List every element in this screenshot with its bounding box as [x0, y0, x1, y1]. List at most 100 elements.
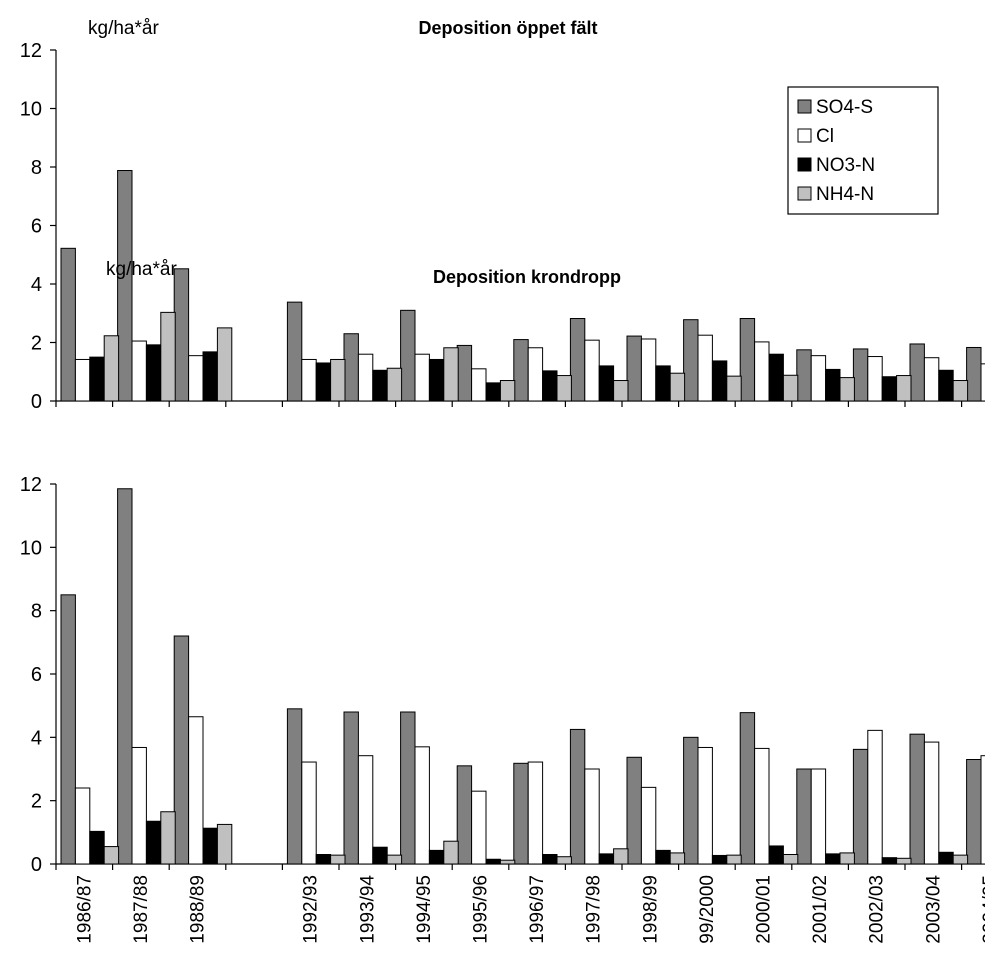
bar-so4-s — [626, 335, 642, 402]
legend-swatch — [797, 157, 812, 172]
bar-so4-s — [852, 748, 869, 865]
bar-so4-s — [739, 712, 756, 865]
bar-no3-n — [485, 382, 501, 402]
bar-no3-n — [768, 845, 784, 865]
bar-no3-n — [711, 854, 728, 865]
bar-so4-s — [343, 711, 359, 865]
bar-no3-n — [485, 858, 501, 865]
bar-so4-s — [456, 344, 473, 402]
bar-nh4-n — [669, 372, 686, 402]
x-category-label: 1992/93 — [301, 875, 322, 944]
x-category-label: 1993/94 — [357, 875, 378, 944]
y-tick-label: 12 — [20, 40, 42, 62]
x-category-label: 1996/97 — [527, 875, 548, 944]
bar-so4-s — [966, 759, 982, 865]
bar-cl — [754, 747, 770, 865]
bar-cl — [584, 339, 600, 402]
bar-so4-s — [60, 594, 76, 865]
legend-swatch — [797, 128, 812, 143]
y-unit-label: kg/ha*år — [106, 259, 177, 280]
y-tick-label: 0 — [31, 854, 42, 876]
bar-so4-s — [400, 309, 416, 402]
y-tick-label: 2 — [31, 333, 42, 355]
x-category-label: 1986/87 — [74, 875, 95, 944]
bar-no3-n — [768, 353, 784, 402]
y-tick-label: 10 — [20, 537, 42, 559]
bar-cl — [471, 368, 487, 402]
bar-nh4-n — [952, 854, 969, 865]
x-category-label: 1987/88 — [131, 875, 152, 944]
bar-nh4-n — [726, 375, 742, 402]
bar-so4-s — [569, 318, 586, 402]
x-category-label: 2003/04 — [923, 875, 944, 944]
y-tick-label: 12 — [20, 474, 42, 496]
bar-cl — [980, 363, 985, 402]
bar-so4-s — [683, 736, 699, 865]
bar-nh4-n — [669, 852, 686, 865]
y-tick-label: 6 — [31, 216, 42, 238]
x-category-label: 1988/89 — [188, 875, 209, 944]
bar-so4-s — [286, 301, 303, 402]
legend-label: NO3-N — [816, 155, 875, 176]
bar-cl — [923, 357, 940, 402]
bar-cl — [867, 356, 883, 402]
y-tick-label: 0 — [31, 391, 42, 413]
bar-so4-s — [683, 319, 699, 402]
bar-nh4-n — [443, 347, 459, 402]
bar-no3-n — [315, 854, 332, 865]
bar-cl — [810, 768, 827, 865]
bar-no3-n — [598, 365, 615, 402]
bar-cl — [188, 716, 204, 865]
bar-nh4-n — [839, 852, 855, 865]
bar-no3-n — [711, 360, 728, 402]
bar-nh4-n — [613, 848, 629, 865]
x-category-label: 2002/03 — [867, 875, 888, 944]
bar-no3-n — [598, 853, 615, 865]
bar-cl — [810, 355, 827, 402]
legend-swatch — [797, 99, 812, 114]
bar-so4-s — [852, 348, 869, 402]
y-tick-label: 4 — [31, 274, 42, 296]
bar-nh4-n — [896, 375, 912, 402]
bar-cl — [867, 729, 883, 865]
y-tick-label: 10 — [20, 99, 42, 121]
x-category-label: 2001/02 — [810, 875, 831, 944]
y-tick-label: 2 — [31, 791, 42, 813]
bar-nh4-n — [443, 840, 459, 865]
bar-so4-s — [456, 765, 473, 865]
bar-cl — [584, 768, 600, 865]
bar-cl — [414, 353, 430, 402]
chart-title: Deposition öppet fält — [419, 18, 598, 38]
bar-no3-n — [202, 827, 218, 865]
bar-cl — [527, 347, 544, 402]
bar-no3-n — [428, 849, 445, 865]
bar-nh4-n — [613, 380, 629, 402]
bar-nh4-n — [160, 811, 176, 865]
bar-no3-n — [372, 369, 388, 402]
legend-label: NH4-N — [816, 184, 874, 205]
bar-nh4-n — [556, 856, 572, 865]
bar-cl — [188, 355, 204, 402]
x-category-label: 1997/98 — [584, 875, 605, 944]
bar-cl — [754, 341, 770, 402]
bar-so4-s — [513, 762, 529, 865]
bar-no3-n — [428, 358, 445, 402]
bar-cl — [131, 746, 147, 865]
bar-no3-n — [202, 351, 218, 402]
bar-nh4-n — [386, 854, 403, 865]
bar-no3-n — [881, 857, 898, 865]
bar-so4-s — [343, 333, 359, 402]
bar-cl — [697, 746, 713, 865]
bar-no3-n — [89, 830, 105, 865]
x-category-label: 2000/01 — [754, 875, 775, 944]
bar-cl — [301, 358, 317, 402]
y-tick-label: 6 — [31, 664, 42, 686]
x-category-label: 99/2000 — [697, 875, 718, 944]
bar-nh4-n — [952, 380, 969, 402]
bar-no3-n — [825, 853, 841, 865]
x-category-label: 1995/96 — [471, 875, 492, 944]
bar-nh4-n — [330, 358, 346, 402]
bar-no3-n — [825, 368, 841, 402]
bar-cl — [640, 338, 657, 402]
